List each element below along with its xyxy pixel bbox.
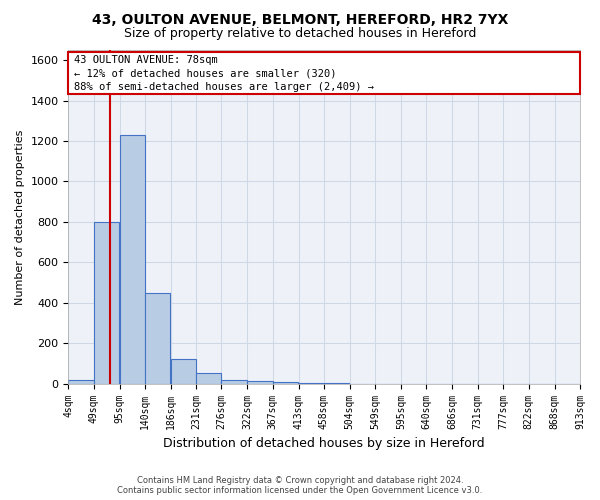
FancyBboxPatch shape (68, 52, 580, 94)
Text: ← 12% of detached houses are smaller (320): ← 12% of detached houses are smaller (32… (74, 68, 337, 78)
Bar (145, 292, 170, 384)
Bar (221, 380, 247, 384)
Text: 88% of semi-detached houses are larger (2,409) →: 88% of semi-detached houses are larger (… (74, 82, 374, 92)
Text: Size of property relative to detached houses in Hereford: Size of property relative to detached ho… (124, 28, 476, 40)
Bar (273, 382, 298, 384)
X-axis label: Distribution of detached houses by size in Hereford: Distribution of detached houses by size … (163, 437, 485, 450)
Y-axis label: Number of detached properties: Number of detached properties (15, 129, 25, 304)
Bar (247, 380, 273, 384)
Bar (119, 135, 145, 384)
Bar (94, 222, 119, 384)
Text: Contains HM Land Registry data © Crown copyright and database right 2024.
Contai: Contains HM Land Registry data © Crown c… (118, 476, 482, 495)
Bar (171, 360, 196, 384)
Text: 43, OULTON AVENUE, BELMONT, HEREFORD, HR2 7YX: 43, OULTON AVENUE, BELMONT, HEREFORD, HR… (92, 12, 508, 26)
Bar (196, 372, 221, 384)
Bar (68, 380, 94, 384)
Text: 43 OULTON AVENUE: 78sqm: 43 OULTON AVENUE: 78sqm (74, 55, 218, 65)
